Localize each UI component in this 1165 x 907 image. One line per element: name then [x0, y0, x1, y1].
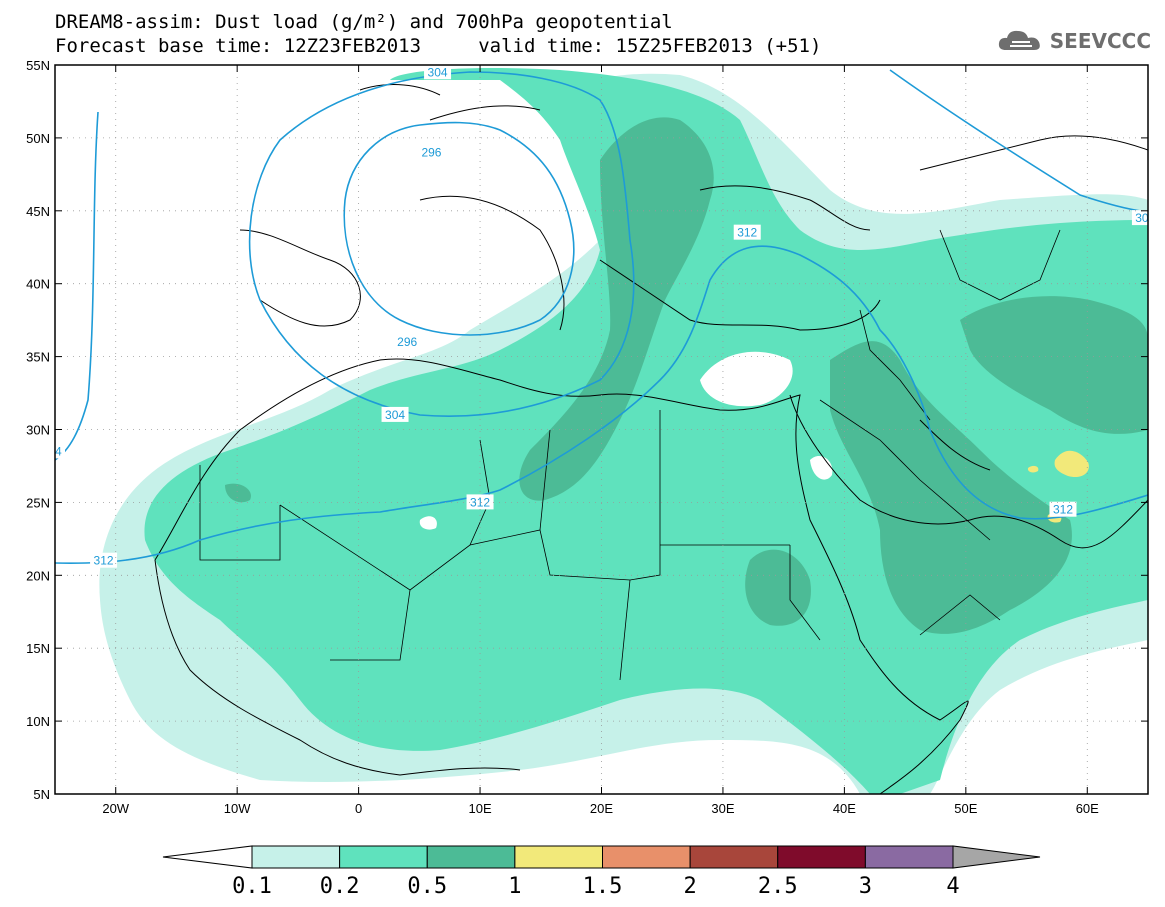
contour-label: 30: [1135, 211, 1149, 225]
colorbar-level-label: 0.5: [407, 874, 447, 899]
geopotential-contours: [55, 69, 1148, 564]
lon-tick-label: 20E: [590, 801, 613, 816]
contour-label-bg: [466, 494, 494, 510]
contour-label-bg: [733, 224, 761, 240]
colorbar-high-triangle: [952, 845, 1041, 869]
lat-tick-label: 40N: [26, 277, 50, 292]
colorbar-level-label: 2: [684, 874, 697, 899]
colorbar-segment: [864, 845, 954, 869]
lat-tick-label: 55N: [26, 58, 50, 73]
lat-tick-label: 45N: [26, 204, 50, 219]
coastlines: [154, 84, 1148, 794]
logo-text: SEEVCCC: [1049, 29, 1151, 53]
colorbar-segment: [777, 845, 866, 869]
contour-label-bg: [393, 334, 421, 350]
colorbar-level-label: 2.5: [758, 874, 798, 899]
grid-lines: [55, 65, 1148, 794]
contour-label-bg: [55, 443, 65, 459]
contour-label: 312: [737, 226, 757, 240]
dust-layer-dark-europe: [519, 117, 714, 501]
contour-304-west: [55, 111, 99, 461]
contour-312-main: [55, 245, 1148, 564]
dust-layer-medium: [144, 68, 1148, 794]
latitude-axis: 55N 50N 45N 40N 35N 30N 25N 20N 15N 10N 5N: [26, 58, 1148, 802]
dust-free-area: [419, 516, 437, 530]
map-subtitle: Forecast base time: 12Z23FEB2013 valid t…: [55, 35, 822, 57]
contour-label: 304: [428, 65, 448, 79]
dust-load-field: [99, 68, 1148, 794]
lon-tick-label: 50E: [954, 801, 977, 816]
colorbar-segment: [689, 845, 779, 869]
contour-label: 312: [94, 554, 114, 568]
lon-tick-label: 0: [355, 801, 362, 816]
dust-layer-yellow: [1054, 450, 1089, 478]
dust-layer-dark-sahel: [745, 549, 811, 626]
lon-tick-label: 60E: [1076, 801, 1099, 816]
dust-layer-dark-west: [225, 483, 251, 503]
colorbar-level-label: 1: [508, 874, 521, 899]
colorbar-level-label: 4: [946, 874, 959, 899]
colorbar-low-triangle: [162, 845, 253, 869]
dust-layer-yellow: [1027, 465, 1039, 473]
lon-tick-label: 10E: [468, 801, 491, 816]
dust-layer-dark-iran: [960, 296, 1148, 434]
lon-tick-label: 30E: [711, 801, 734, 816]
contour-label-bg: [381, 406, 409, 422]
lon-tick-label: 40E: [833, 801, 856, 816]
lat-tick-label: 30N: [26, 423, 50, 438]
colorbar-segment: [251, 845, 341, 869]
lat-tick-label: 10N: [26, 714, 50, 729]
contour-label: 304: [385, 408, 405, 422]
lat-tick-label: 25N: [26, 495, 50, 510]
lat-tick-label: 15N: [26, 641, 50, 656]
colorbar-segment: [514, 845, 603, 869]
colorbar-segment: [339, 845, 428, 869]
contour-304: [248, 71, 635, 418]
colorbar-level-label: 0.2: [320, 874, 360, 899]
contour-label: 04: [48, 444, 62, 458]
lat-tick-label: 35N: [26, 350, 50, 365]
contour-label: 296: [397, 335, 417, 349]
lat-tick-label: 5N: [33, 787, 50, 802]
contour-label: 296: [421, 145, 441, 159]
contour-296: [343, 121, 575, 336]
seevccc-logo: SEEVCCC: [996, 26, 1151, 56]
colorbar-segment: [426, 845, 516, 869]
contour-label-bg: [1049, 501, 1077, 517]
colorbar-level-label: 3: [859, 874, 872, 899]
colorbar-level-label: 1.5: [583, 874, 623, 899]
contour-label-bg: [424, 65, 452, 80]
contour-label: 312: [470, 495, 490, 509]
colorbar-level-label: 0.1: [232, 874, 272, 899]
contour-304-northeast: [889, 69, 1148, 213]
contour-labels: 304 296 296 304 312 312 312 312 04 30: [48, 65, 1149, 568]
contour-label-bg: [1131, 210, 1148, 226]
longitude-axis: 20W 10W 0 10E 20E 30E 40E 50E 60E: [102, 65, 1099, 816]
lon-tick-label: 10W: [224, 801, 251, 816]
contour-label-bg: [90, 552, 118, 568]
map-title: DREAM8-assim: Dust load (g/m²) and 700hP…: [55, 11, 673, 33]
lat-tick-label: 50N: [26, 131, 50, 146]
contour-label-bg: [417, 144, 445, 160]
dust-layer-dark-arabia: [830, 341, 1072, 634]
contour-label: 312: [1053, 503, 1073, 517]
lon-tick-label: 20W: [102, 801, 129, 816]
cloud-logo-icon: [998, 30, 1040, 50]
colorbar: 0.1 0.2 0.5 1 1.5 2 2.5 3 4: [162, 845, 1041, 899]
lat-tick-label: 20N: [26, 568, 50, 583]
colorbar-segment: [602, 845, 691, 869]
